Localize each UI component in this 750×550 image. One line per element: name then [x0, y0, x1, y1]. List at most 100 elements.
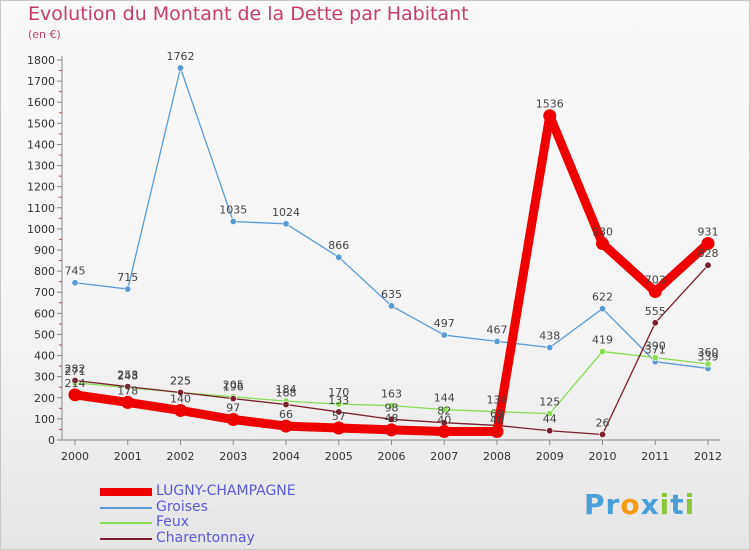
data-label: 168: [276, 387, 297, 400]
y-tick-label: 500: [34, 328, 55, 341]
x-tick-label: 2008: [483, 450, 511, 463]
data-point: [648, 285, 662, 299]
data-label: 866: [328, 239, 349, 252]
logo-letter: P: [584, 488, 606, 521]
data-label: 438: [539, 330, 560, 343]
data-point: [546, 344, 554, 352]
chart-title: Evolution du Montant de la Dette par Hab…: [28, 3, 469, 25]
data-label: 282: [65, 362, 86, 375]
data-point: [121, 395, 135, 409]
data-label: 253: [117, 369, 138, 382]
legend-label: Groises: [156, 498, 208, 515]
y-tick-label: 400: [34, 350, 55, 363]
data-label: 163: [381, 388, 402, 401]
data-point: [282, 401, 290, 409]
x-tick-label: 2001: [114, 450, 142, 463]
data-label: 745: [65, 265, 86, 278]
data-label: 82: [437, 405, 451, 418]
data-point: [279, 419, 293, 433]
data-point: [543, 109, 557, 123]
y-tick-label: 1800: [27, 54, 55, 67]
x-tick-label: 2000: [61, 450, 89, 463]
data-point: [701, 236, 715, 250]
data-point: [387, 302, 395, 310]
data-label: 339: [698, 350, 719, 363]
x-tick-label: 2012: [694, 450, 722, 463]
data-point: [335, 253, 343, 261]
data-point: [332, 421, 346, 435]
logo-letter: i: [684, 488, 696, 521]
data-label: 248: [117, 370, 138, 383]
data-point: [493, 337, 501, 345]
logo-letter: r: [605, 488, 621, 521]
data-label: 178: [117, 384, 138, 397]
data-label: 133: [328, 394, 349, 407]
data-label: 419: [592, 334, 613, 347]
y-tick-label: 1400: [27, 138, 55, 151]
y-tick-label: 800: [34, 265, 55, 278]
x-tick-label: 2006: [378, 450, 406, 463]
x-tick-label: 2011: [641, 450, 669, 463]
data-label: 1762: [167, 50, 195, 63]
unit-label: (en €): [28, 28, 61, 41]
data-label: 360: [698, 346, 719, 359]
data-label: 1024: [272, 206, 300, 219]
y-tick-label: 1700: [27, 75, 55, 88]
data-label: 144: [434, 392, 455, 405]
data-point: [226, 413, 240, 427]
data-point: [385, 423, 398, 437]
y-tick-label: 0: [48, 434, 55, 447]
data-label: 40: [490, 414, 504, 427]
x-tick-label: 2009: [536, 450, 564, 463]
data-label: 555: [645, 305, 666, 318]
series-lines: [68, 64, 715, 439]
y-tick-label: 600: [34, 307, 55, 320]
logo-letter: i: [659, 488, 671, 521]
x-tick-label: 2010: [589, 450, 617, 463]
legend-label: LUGNY-CHAMPAGNE: [156, 483, 296, 499]
data-point: [596, 237, 609, 251]
data-label: 184: [276, 383, 297, 396]
x-tick-label: 2007: [430, 450, 458, 463]
logo-letter: t: [670, 488, 685, 521]
data-label: 40: [437, 414, 451, 427]
data-label: 170: [328, 386, 349, 399]
data-label: 931: [698, 225, 719, 238]
data-label: 66: [279, 408, 293, 421]
data-label: 57: [332, 410, 346, 423]
data-point: [124, 285, 132, 293]
data-point: [651, 319, 659, 327]
data-label: 225: [170, 375, 191, 388]
data-label: 125: [539, 396, 560, 409]
data-labels: 214 178 140 97 66 57 48 40 40 1536 930 703 931 745 715…: [65, 50, 719, 429]
data-label: 134: [487, 394, 508, 407]
proxiti-logo: Proxiti: [584, 488, 695, 521]
data-point: [71, 376, 79, 384]
legend-swatch: [100, 488, 152, 496]
data-label: 1035: [219, 204, 247, 217]
data-point: [490, 425, 504, 439]
data-label: 828: [698, 247, 719, 260]
y-tick-label: 1100: [27, 202, 55, 215]
logo-letter: x: [640, 488, 660, 521]
data-point: [71, 279, 79, 287]
x-tick-label: 2003: [219, 450, 247, 463]
legend-swatch: [100, 537, 152, 540]
data-point: [177, 388, 185, 396]
data-label: 26: [596, 417, 610, 430]
data-point: [704, 261, 712, 269]
axes: 0 100 200 300 400 500 600 700 800 900 1000 1100 1200…: [27, 54, 722, 463]
data-point: [598, 348, 606, 356]
data-point: [704, 360, 712, 368]
logo-letter: o: [620, 488, 641, 521]
y-tick-label: 1500: [27, 117, 55, 130]
data-point: [598, 305, 606, 313]
data-label: 467: [487, 323, 508, 336]
data-point: [440, 406, 448, 414]
data-label: 140: [170, 392, 191, 405]
legend-swatch: [100, 522, 152, 524]
data-point: [174, 403, 187, 417]
data-point: [335, 408, 343, 416]
